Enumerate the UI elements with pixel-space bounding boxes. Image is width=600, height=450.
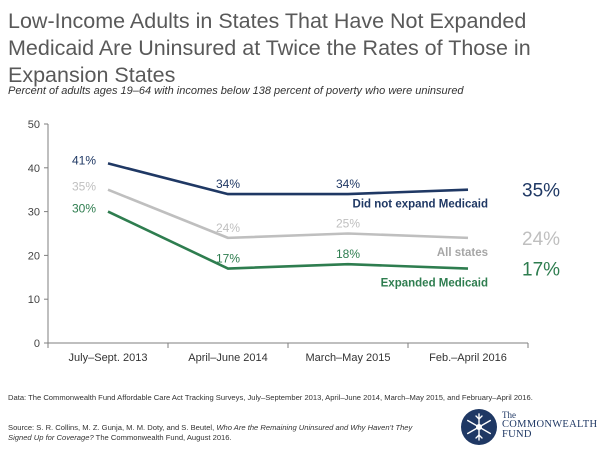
logo-line-1: The	[502, 410, 516, 420]
x-tick-label: March–May 2015	[306, 352, 391, 364]
series-line-expanded	[107, 210, 469, 270]
data-label-final-all-states: 24%	[522, 229, 560, 250]
data-label-final-expanded: 17%	[522, 260, 560, 281]
y-tick-label: 10	[28, 294, 40, 306]
y-tick-label: 20	[28, 250, 40, 262]
data-label-not-expanded: 34%	[336, 177, 360, 191]
line-chart: 0 10 20 30 40 50 July–Sept. 2013 April–June 201…	[28, 119, 560, 364]
y-tick-label: 30	[28, 207, 40, 219]
logo-line-3: FUND	[502, 429, 532, 440]
data-label-expanded: 30%	[72, 202, 96, 216]
snowflake-seal-icon	[461, 409, 497, 445]
data-label-all-states: 35%	[72, 180, 96, 194]
chart-title: Low-Income Adults in States That Have No…	[8, 9, 531, 87]
series-name-not-expanded: Did not expand Medicaid	[353, 199, 488, 211]
source-citation: Source: S. R. Collins, M. Z. Gunja, M. M…	[8, 423, 428, 443]
source-title: Who Are the Remaining Uninsured and Why …	[8, 423, 413, 442]
commonwealth-fund-logo: The COMMONWEALTH FUND	[460, 408, 597, 446]
data-label-not-expanded: 41%	[72, 153, 96, 167]
chart-subtitle: Percent of adults ages 19–64 with income…	[8, 85, 464, 97]
data-label-not-expanded: 34%	[216, 177, 240, 191]
series-name-expanded: Expanded Medicaid	[381, 278, 488, 290]
x-tick-label: July–Sept. 2013	[69, 352, 148, 364]
logo-wordmark: The COMMONWEALTH FUND	[502, 410, 597, 440]
y-tick-label: 40	[28, 163, 40, 175]
data-note: Data: The Commonwealth Fund Affordable C…	[8, 393, 533, 402]
data-label-expanded: 18%	[336, 247, 360, 261]
source-prefix: Source: S. R. Collins, M. Z. Gunja, M. M…	[8, 423, 217, 432]
logo-line-2: COMMONWEALTH	[502, 419, 598, 430]
data-label-expanded: 17%	[216, 252, 240, 266]
series-line-all-states	[107, 188, 469, 240]
y-tick-label: 0	[34, 338, 40, 350]
source-suffix: The Commonwealth Fund, August 2016.	[93, 433, 232, 442]
x-tick-label: April–June 2014	[188, 352, 268, 364]
series-name-all-states: All states	[437, 247, 488, 259]
data-label-all-states: 24%	[216, 221, 240, 235]
data-label-all-states: 25%	[336, 217, 360, 231]
series-line-not-expanded	[107, 162, 469, 196]
data-label-final-not-expanded: 35%	[522, 181, 560, 202]
y-tick-label: 50	[28, 119, 40, 131]
x-tick-label: Feb.–April 2016	[429, 352, 507, 364]
